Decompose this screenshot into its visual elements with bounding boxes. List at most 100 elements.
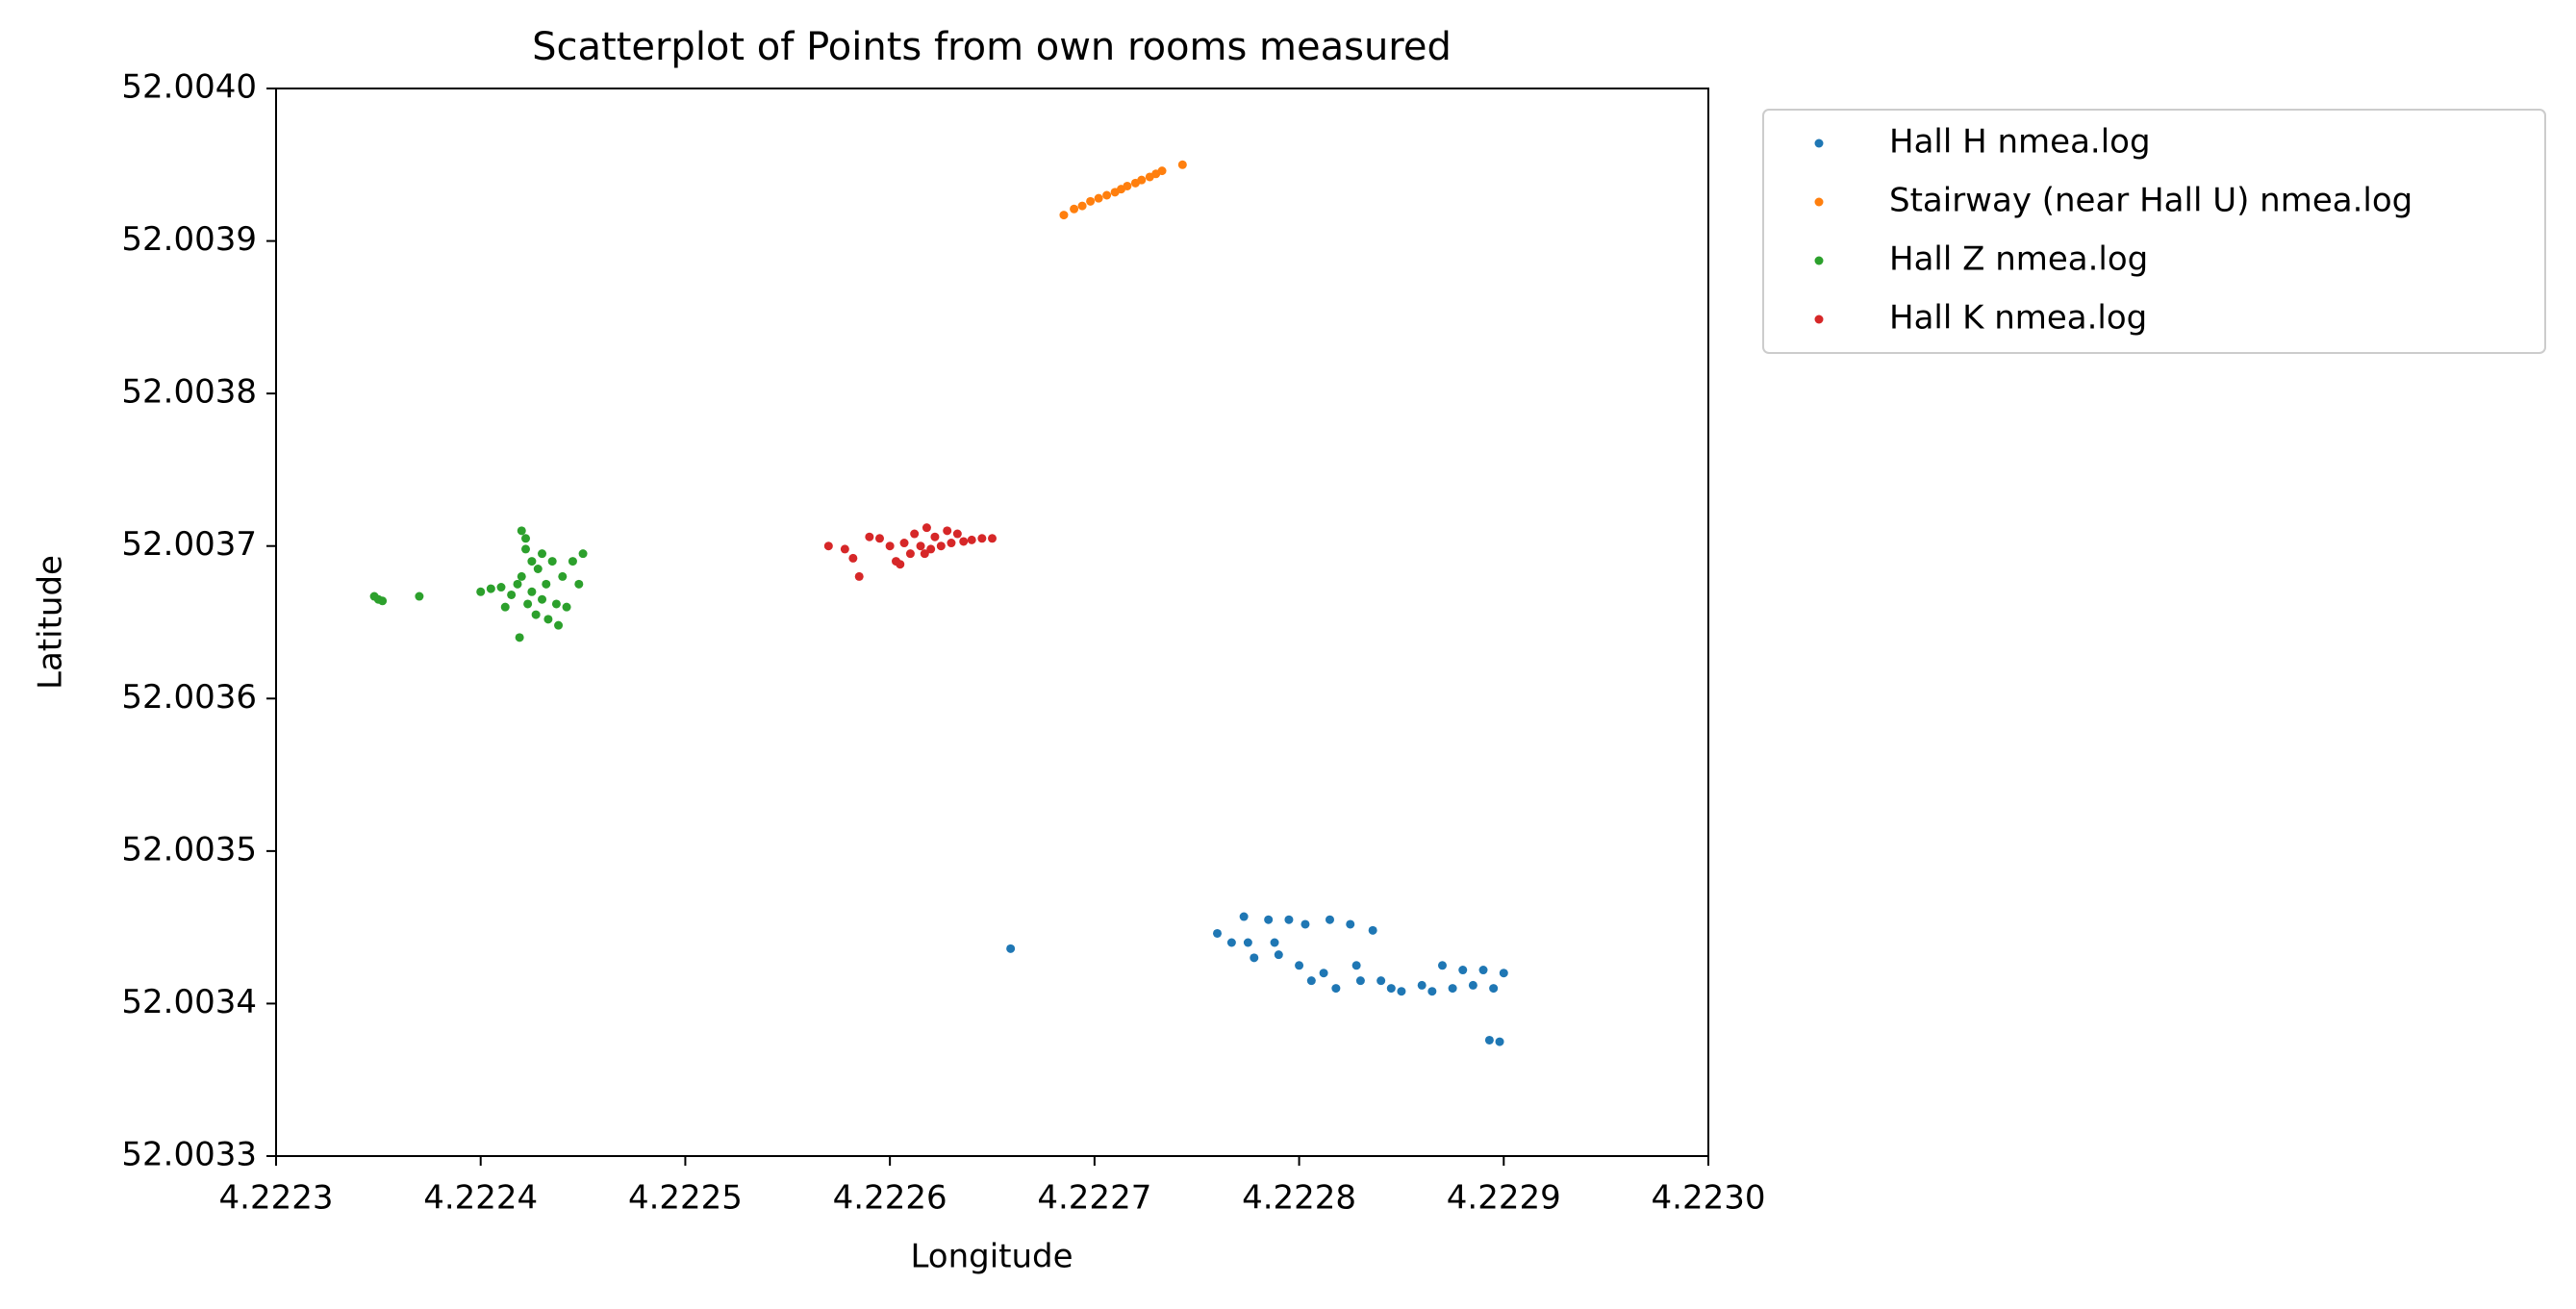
y-tick-label: 52.0035 [121,830,257,868]
point [538,549,547,559]
point [1458,966,1468,975]
x-tick-label: 4.2226 [833,1179,947,1218]
point [1495,1037,1504,1046]
point [562,602,571,612]
point [1212,928,1222,938]
y-tick-label: 52.0039 [121,220,257,259]
point [875,534,885,543]
x-tick-label: 4.2230 [1652,1179,1766,1218]
point [1239,912,1249,921]
point [1006,944,1016,953]
point [527,587,537,596]
point [1059,211,1069,220]
point [1489,984,1499,994]
legend-marker [1814,315,1824,324]
point [1226,938,1236,947]
point [823,541,833,551]
point [1077,201,1087,211]
point [1270,938,1279,947]
point [1478,966,1488,975]
x-tick-label: 4.2225 [628,1179,743,1218]
point [1319,969,1328,978]
point [1123,181,1132,190]
point [1102,190,1112,200]
point [1325,915,1334,924]
point [1301,919,1310,929]
point [1351,961,1361,970]
point [1250,953,1259,963]
point [905,549,915,559]
point [543,615,553,624]
point [1264,915,1274,924]
point [1437,961,1447,970]
point [547,557,557,566]
point [943,526,952,536]
point [1386,984,1396,994]
y-tick-label: 52.0038 [121,373,257,412]
legend-label: Hall H nmea.log [1889,123,2151,162]
point [523,599,533,609]
x-tick-label: 4.2229 [1447,1179,1561,1218]
point [959,537,969,546]
y-tick-label: 52.0033 [121,1136,257,1174]
point [1484,1035,1494,1045]
point [899,539,909,548]
point [1157,166,1167,176]
legend-label: Hall K nmea.log [1889,299,2147,338]
point [848,553,858,563]
point [967,535,976,544]
point [515,633,524,642]
point [922,523,931,533]
point [531,610,541,619]
point [1427,987,1437,996]
point [415,592,424,601]
point [378,596,388,606]
point [1284,915,1294,924]
x-tick-label: 4.2228 [1242,1179,1356,1218]
point [500,602,510,612]
point [568,557,577,566]
point [1070,204,1079,214]
legend-marker [1814,256,1824,265]
point [988,534,997,543]
point [1355,976,1365,986]
point [936,541,946,551]
point [574,579,584,589]
legend-marker [1814,197,1824,207]
point [910,529,920,539]
point [551,599,561,609]
point [930,532,940,541]
point [578,549,588,559]
point [920,549,929,559]
point [513,579,522,589]
point [1499,969,1508,978]
point [1397,987,1406,996]
chart-title: Scatterplot of Points from own rooms mea… [532,25,1452,69]
point [1331,984,1341,994]
point [538,594,547,604]
point [854,571,864,581]
y-tick-label: 52.0037 [121,525,257,564]
legend-label: Hall Z nmea.log [1889,240,2148,279]
point [1177,160,1187,169]
point [533,565,543,573]
y-tick-label: 52.0040 [121,68,257,107]
point [1243,938,1252,947]
plot-frame [275,88,1709,1157]
y-tick-label: 52.0036 [121,678,257,717]
point [542,579,551,589]
point [896,560,905,569]
point [476,587,486,596]
x-axis-label: Longitude [910,1238,1073,1276]
point [1274,950,1283,960]
point [1368,925,1377,935]
point [885,541,895,551]
point [496,583,506,592]
point [1306,976,1316,986]
point [947,539,956,548]
y-tick-label: 52.0034 [121,983,257,1021]
point [554,620,564,630]
legend-marker [1814,138,1824,148]
point [507,590,517,599]
